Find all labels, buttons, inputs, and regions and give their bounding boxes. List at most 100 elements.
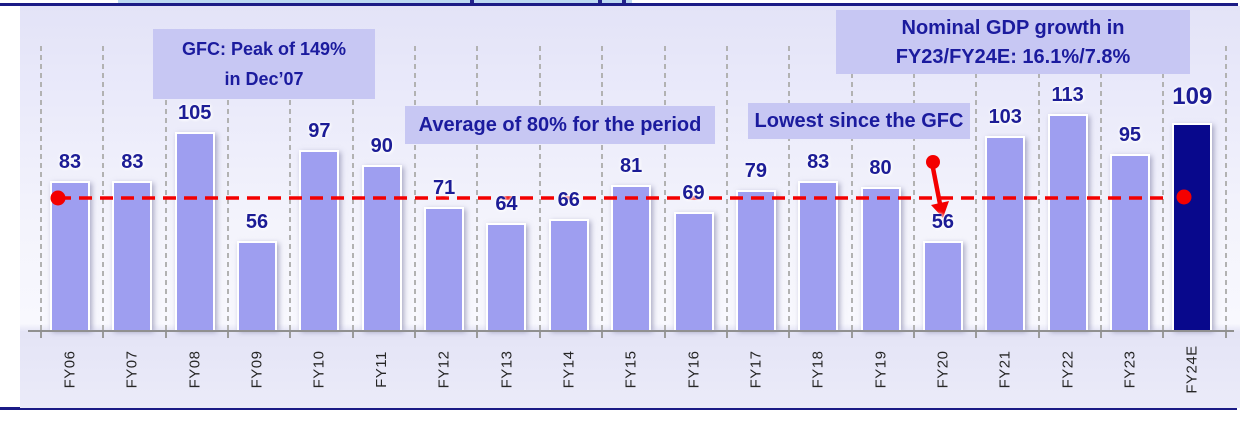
value-label-fy09: 56: [245, 211, 269, 233]
value-label-fy10: 97: [308, 120, 331, 142]
gridline: [538, 46, 541, 330]
bar-fy10: [299, 150, 340, 330]
value-label-fy13: 64: [495, 193, 518, 215]
axis-tick: [601, 332, 604, 338]
bar-fy20: [922, 241, 963, 330]
bar-fy19: [860, 187, 901, 330]
callout-nominal-gdp-line1: Nominal GDP growth in: [901, 17, 1125, 39]
x-tick-label-fy16: FY16: [666, 340, 722, 398]
axis-tick: [40, 332, 42, 338]
bar-fy14: [548, 219, 589, 330]
axis-tick: [102, 332, 105, 338]
x-tick-label-text: FY09: [248, 350, 266, 388]
bar-fy11: [361, 165, 402, 330]
axis-tick: [289, 332, 292, 338]
x-tick-label-text: FY08: [186, 350, 204, 388]
bar-fy12: [424, 207, 465, 330]
value-label-fy14: 66: [557, 189, 580, 211]
axis-tick: [1037, 332, 1040, 338]
gridline: [725, 46, 728, 330]
value-label-fy11: 90: [370, 135, 393, 157]
gridline: [663, 46, 666, 330]
bar-fy17: [735, 190, 776, 330]
callout-gfc-peak: GFC: Peak of 149% in Dec’07: [153, 29, 375, 99]
x-tick-label-fy11: FY11: [354, 340, 410, 398]
x-tick-label-text: FY11: [373, 350, 391, 388]
x-tick-label-text: FY06: [61, 350, 79, 388]
bar-fy23: [1109, 154, 1150, 330]
bar-fy22: [1047, 114, 1088, 330]
x-tick-label-fy15: FY15: [603, 340, 659, 398]
x-tick-label-fy21: FY21: [977, 340, 1033, 398]
callout-nominal-gdp: Nominal GDP growth in FY23/FY24E: 16.1%/…: [836, 10, 1190, 74]
x-tick-label-fy10: FY10: [291, 340, 347, 398]
axis-tick: [912, 332, 915, 338]
value-label-fy20: 56: [931, 211, 955, 233]
callout-average: Average of 80% for the period: [405, 106, 715, 144]
x-tick-label-text: FY15: [622, 350, 640, 388]
axis-tick: [476, 332, 479, 338]
gridline: [164, 46, 167, 330]
axis-tick: [414, 332, 417, 338]
gridline: [351, 46, 354, 330]
x-tick-label-text: FY23: [1121, 350, 1139, 388]
x-tick-label-fy22: FY22: [1040, 340, 1096, 398]
gridline: [227, 46, 230, 330]
x-tick-label-text: FY17: [747, 350, 765, 388]
x-tick-label-text: FY19: [872, 350, 890, 388]
x-tick-label-text: FY20: [934, 350, 952, 388]
value-label-fy15: 81: [620, 155, 643, 177]
x-tick-label-fy23: FY23: [1102, 340, 1158, 398]
gridline: [1037, 46, 1040, 330]
bar-fy09: [237, 241, 278, 330]
x-tick-label-text: FY13: [497, 350, 515, 388]
x-tick-label-fy18: FY18: [790, 340, 846, 398]
gridline: [1099, 46, 1102, 330]
gridline: [601, 46, 604, 330]
x-tick-label-fy12: FY12: [416, 340, 472, 398]
bar-fy13: [486, 223, 527, 330]
gridline: [975, 46, 978, 330]
x-tick-label-text: FY21: [996, 350, 1014, 388]
bar-fy15: [611, 185, 652, 330]
x-tick-label-text: FY07: [123, 350, 141, 388]
x-tick-label-fy08: FY08: [167, 340, 223, 398]
x-tick-label-fy17: FY17: [728, 340, 784, 398]
x-tick-label-fy20: FY20: [915, 340, 971, 398]
x-tick-label-text: FY24E: [1183, 344, 1201, 394]
gridline: [40, 46, 42, 330]
axis-tick: [227, 332, 230, 338]
top-rule: [0, 3, 1238, 6]
chart-panel: 83 FY06 83 FY07 105 FY08 56 FY09 97 FY10 90 FY11 71 F…: [20, 6, 1240, 408]
axis-tick: [975, 332, 978, 338]
value-label-fy19: 80: [869, 157, 892, 179]
axis-tick: [850, 332, 853, 338]
x-tick-label-fy24e: FY24E: [1164, 340, 1220, 398]
axis-tick: [1162, 332, 1165, 338]
value-label-fy21: 103: [988, 106, 1022, 128]
gridline: [289, 46, 292, 330]
value-label-fy16: 69: [682, 182, 705, 204]
gridline: [1162, 46, 1165, 330]
x-tick-label-fy13: FY13: [478, 340, 534, 398]
axis-tick: [663, 332, 666, 338]
bar-fy24e: [1172, 123, 1213, 330]
value-label-fy12: 71: [432, 177, 456, 199]
bar-fy08: [174, 132, 215, 330]
value-label-fy22: 113: [1051, 84, 1084, 106]
x-tick-label-fy14: FY14: [541, 340, 597, 398]
callout-lowest-since-gfc: Lowest since the GFC: [748, 103, 970, 139]
value-label-fy23: 95: [1118, 124, 1142, 146]
callout-nominal-gdp-line2: FY23/FY24E: 16.1%/7.8%: [895, 46, 1131, 68]
bar-fy16: [673, 212, 714, 330]
x-tick-label-text: FY22: [1059, 350, 1077, 388]
gridline: [1224, 46, 1227, 330]
axis-tick: [1224, 332, 1227, 338]
x-tick-label-text: FY18: [809, 350, 827, 388]
x-axis-line: [28, 330, 1234, 332]
axis-tick: [725, 332, 728, 338]
x-tick-label-fy07: FY07: [104, 340, 160, 398]
value-label-fy24e: 109: [1172, 83, 1213, 110]
axis-tick: [538, 332, 541, 338]
